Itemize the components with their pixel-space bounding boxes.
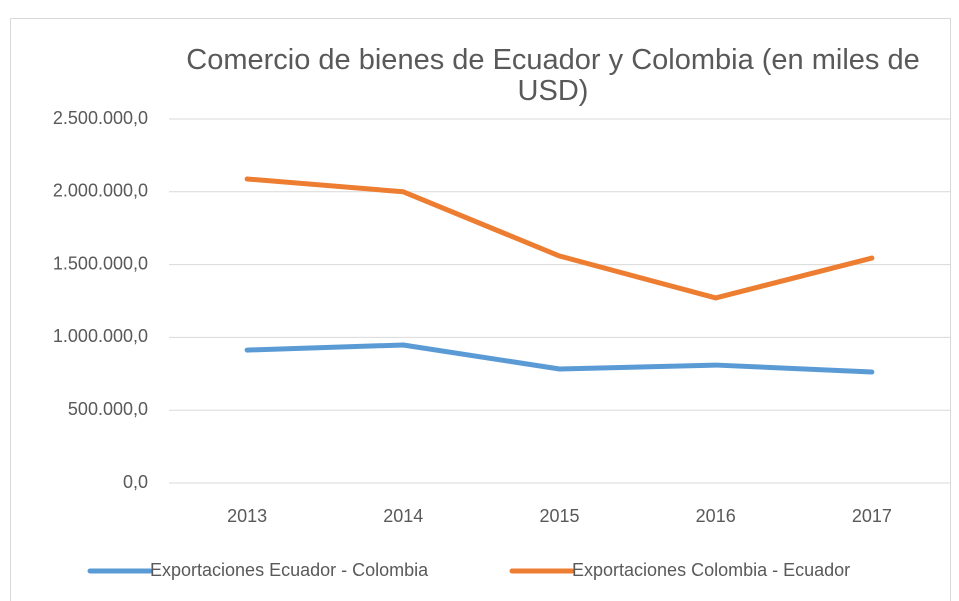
series-line [244,176,875,301]
legend-label: Exportaciones Ecuador - Colombia [150,560,429,580]
x-tick-label: 2013 [227,506,267,526]
legend-label: Exportaciones Colombia - Ecuador [572,560,850,580]
y-tick-label: 2.000.000,0 [53,181,148,201]
y-tick-label: 1.500.000,0 [53,253,148,273]
x-tick-label: 2016 [696,506,736,526]
x-tick-label: 2015 [539,506,579,526]
y-tick-label: 1.000.000,0 [53,326,148,346]
y-tick-label: 2.500.000,0 [53,108,148,128]
y-tick-label: 0,0 [123,472,148,492]
chart-border [10,18,951,601]
series-line [244,342,875,375]
y-tick-label: 500.000,0 [68,399,148,419]
x-tick-label: 2014 [383,506,423,526]
x-tick-label: 2017 [852,506,892,526]
chart-title: Comercio de bienes de Ecuador y Colombia… [186,44,920,107]
